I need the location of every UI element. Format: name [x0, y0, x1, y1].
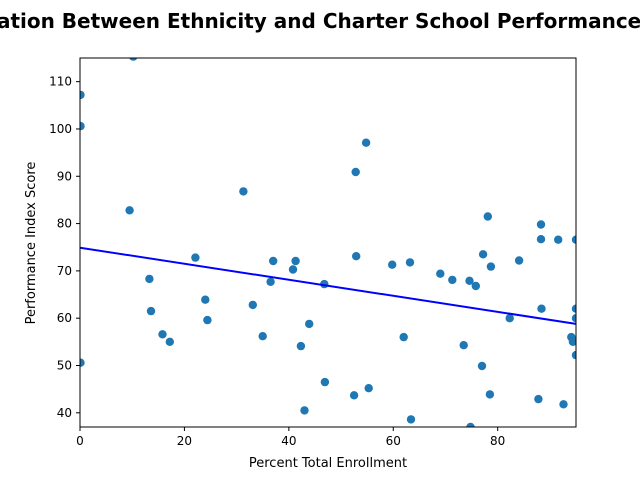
data-point [288, 265, 298, 274]
data-point [554, 235, 563, 244]
y-axis-label: Performance Index Score [24, 162, 39, 325]
data-point [125, 206, 134, 215]
data-point [146, 306, 156, 316]
plot-frame [79, 57, 577, 428]
y-tick-label: 110 [49, 75, 72, 89]
data-point [203, 315, 212, 325]
data-point [568, 337, 576, 346]
data-point [571, 235, 576, 244]
data-point [478, 250, 488, 259]
data-point [505, 314, 514, 323]
data-point [158, 330, 167, 339]
data-point [459, 341, 468, 350]
data-point [320, 377, 330, 387]
data-point [448, 275, 457, 285]
data-point [534, 394, 543, 404]
y-tick-label: 70 [57, 264, 72, 278]
y-tick-label: 50 [57, 359, 72, 373]
data-point [571, 314, 576, 323]
data-point [471, 281, 480, 291]
plot-area: 0 20 40 60 80 40 50 60 70 80 90 100 110 [49, 57, 577, 448]
data-point [145, 274, 154, 284]
data-point [361, 138, 371, 147]
data-point [536, 235, 546, 244]
data-point [349, 391, 359, 400]
y-tick-label: 90 [57, 169, 72, 183]
data-point [483, 212, 492, 221]
data-point [536, 220, 546, 229]
x-tick-label: 20 [177, 434, 192, 448]
x-tick-label: 40 [281, 434, 296, 448]
data-point [436, 269, 445, 278]
data-point [291, 256, 300, 266]
data-point [571, 350, 576, 360]
data-point [537, 304, 546, 313]
data-point [406, 415, 416, 424]
chart-title: Correlation Between Ethnicity and Charte… [0, 9, 640, 33]
y-tick-label: 80 [57, 217, 72, 231]
data-point [399, 332, 408, 342]
y-tick-label: 100 [49, 122, 72, 136]
data-point [296, 341, 306, 351]
data-point [571, 304, 576, 313]
x-tick-label: 0 [76, 434, 84, 448]
data-point [266, 277, 275, 286]
x-axis-label: Percent Total Enrollment [249, 456, 407, 471]
data-point [466, 422, 475, 427]
data-point [465, 276, 474, 285]
data-point [248, 300, 257, 310]
data-point [352, 252, 361, 261]
data-point [364, 384, 373, 393]
data-point [477, 361, 487, 371]
x-tick-label: 80 [490, 434, 505, 448]
data-point [80, 90, 85, 100]
data-point [485, 390, 495, 399]
x-tick-label: 60 [386, 434, 401, 448]
data-point [305, 319, 314, 329]
data-point [165, 337, 174, 346]
data-point [486, 262, 496, 271]
trend-line [80, 246, 576, 325]
data-point [239, 187, 248, 196]
data-point [559, 400, 568, 409]
y-tick-label: 40 [57, 406, 72, 420]
data-point [300, 406, 309, 415]
data-point [80, 121, 85, 131]
data-layer [80, 58, 576, 427]
data-point [129, 58, 138, 61]
data-point [269, 256, 278, 266]
data-point [514, 256, 524, 265]
data-point [201, 295, 210, 304]
data-point [388, 260, 397, 269]
data-point [80, 358, 85, 367]
data-point [405, 258, 415, 267]
data-point [258, 332, 267, 341]
data-point [191, 253, 200, 262]
data-point [351, 167, 360, 177]
y-tick-label: 60 [57, 311, 72, 325]
